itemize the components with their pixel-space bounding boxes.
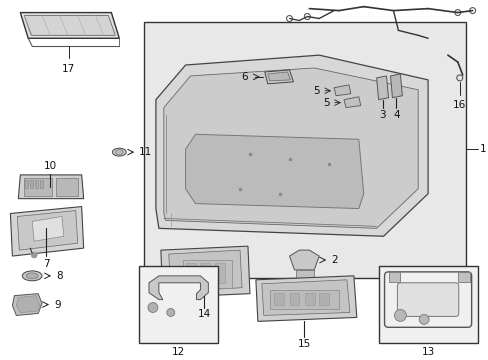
Polygon shape xyxy=(267,72,290,81)
Bar xyxy=(24,178,52,196)
Bar xyxy=(305,293,315,305)
Bar xyxy=(269,290,338,310)
Text: 14: 14 xyxy=(197,310,211,319)
Bar xyxy=(185,263,195,283)
Bar xyxy=(182,260,232,288)
Text: 6: 6 xyxy=(241,72,247,82)
Polygon shape xyxy=(376,76,387,100)
FancyBboxPatch shape xyxy=(397,283,458,316)
Polygon shape xyxy=(289,250,319,270)
Text: 7: 7 xyxy=(42,259,49,269)
Polygon shape xyxy=(185,134,363,208)
Bar xyxy=(40,180,43,188)
Bar xyxy=(35,180,38,188)
Ellipse shape xyxy=(26,273,38,279)
Polygon shape xyxy=(161,246,249,298)
Circle shape xyxy=(166,309,174,316)
Polygon shape xyxy=(343,97,360,108)
Polygon shape xyxy=(333,85,350,96)
Polygon shape xyxy=(264,70,293,84)
Text: 16: 16 xyxy=(452,100,466,110)
Bar xyxy=(139,266,218,343)
Ellipse shape xyxy=(22,271,42,281)
Bar xyxy=(200,263,210,283)
Polygon shape xyxy=(16,296,40,312)
Polygon shape xyxy=(10,207,83,256)
Text: 1: 1 xyxy=(479,144,485,154)
Polygon shape xyxy=(12,294,42,315)
Text: 4: 4 xyxy=(392,109,399,120)
Text: 10: 10 xyxy=(43,161,57,171)
Text: 17: 17 xyxy=(62,64,75,74)
Text: 13: 13 xyxy=(421,347,434,357)
Text: 15: 15 xyxy=(297,339,310,349)
Text: 8: 8 xyxy=(56,271,62,281)
Polygon shape xyxy=(156,55,427,236)
Polygon shape xyxy=(255,276,356,321)
Text: 9: 9 xyxy=(54,300,61,310)
Text: 3: 3 xyxy=(379,109,385,120)
Circle shape xyxy=(148,302,158,312)
Circle shape xyxy=(394,310,406,321)
Bar xyxy=(319,293,328,305)
Text: 2: 2 xyxy=(330,255,337,265)
Text: 11: 11 xyxy=(139,147,152,157)
Polygon shape xyxy=(32,216,64,241)
Bar xyxy=(378,266,477,343)
Polygon shape xyxy=(17,211,78,250)
Ellipse shape xyxy=(112,148,126,156)
Circle shape xyxy=(31,252,37,258)
Bar xyxy=(215,263,225,283)
Bar xyxy=(296,270,314,278)
Bar xyxy=(30,180,33,188)
Bar xyxy=(457,272,468,282)
Bar xyxy=(56,178,78,196)
Polygon shape xyxy=(261,280,349,315)
Polygon shape xyxy=(163,68,417,228)
Bar xyxy=(25,180,28,188)
Polygon shape xyxy=(20,13,119,38)
Text: 5: 5 xyxy=(313,86,320,96)
Polygon shape xyxy=(24,15,115,35)
Polygon shape xyxy=(390,74,402,98)
Text: 12: 12 xyxy=(172,347,185,357)
Polygon shape xyxy=(149,276,208,300)
Ellipse shape xyxy=(115,150,123,154)
Circle shape xyxy=(418,314,428,324)
Polygon shape xyxy=(18,175,83,199)
Bar xyxy=(144,22,465,278)
Bar xyxy=(273,293,283,305)
Polygon shape xyxy=(168,250,242,292)
Bar xyxy=(289,293,299,305)
Text: 5: 5 xyxy=(323,98,329,108)
Bar xyxy=(387,272,400,282)
